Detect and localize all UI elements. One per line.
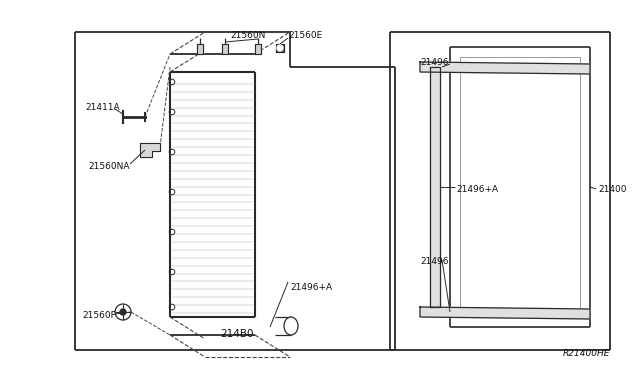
Circle shape (277, 45, 283, 51)
Bar (276, 44, 284, 52)
Polygon shape (222, 44, 228, 54)
Text: 21496: 21496 (420, 58, 449, 67)
Text: 21496+A: 21496+A (290, 282, 332, 292)
Circle shape (120, 309, 126, 315)
Polygon shape (420, 307, 590, 319)
Text: 21560F: 21560F (82, 311, 116, 321)
Text: 21560N: 21560N (230, 31, 266, 39)
Polygon shape (430, 67, 440, 307)
Text: 214B0: 214B0 (220, 329, 253, 339)
Text: 21496: 21496 (420, 257, 449, 266)
Text: R21400HE: R21400HE (563, 350, 610, 359)
Polygon shape (420, 62, 590, 74)
Polygon shape (197, 44, 203, 54)
Text: 21560E: 21560E (288, 31, 323, 39)
Text: 21400: 21400 (598, 185, 627, 193)
Polygon shape (140, 143, 160, 157)
Text: 21560NA: 21560NA (88, 161, 129, 170)
Text: 21411A: 21411A (85, 103, 120, 112)
Polygon shape (255, 44, 261, 54)
Text: 21496+A: 21496+A (456, 185, 498, 193)
Ellipse shape (284, 317, 298, 335)
